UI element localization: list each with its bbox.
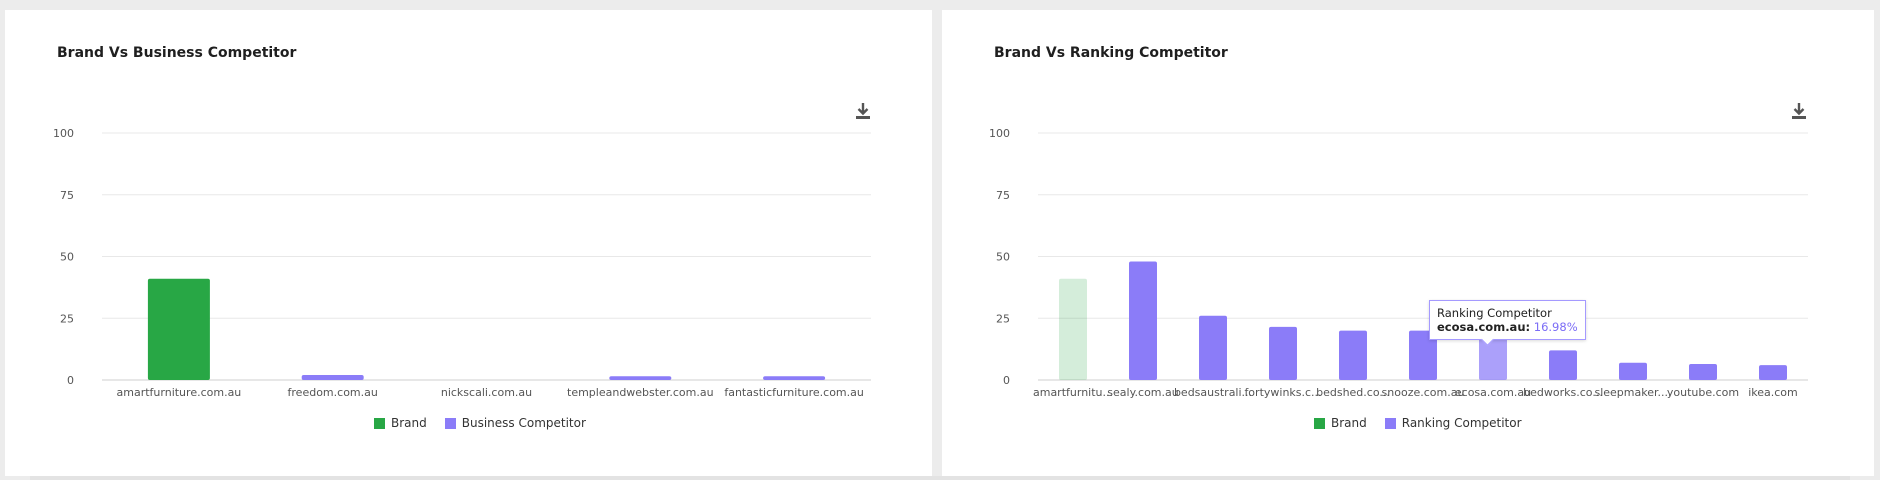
x-tick-label: templeandwebster.com.au	[567, 386, 714, 399]
y-tick-label: 50	[996, 251, 1010, 264]
x-tick-label: youtube.com	[1667, 386, 1739, 399]
bar-competitor	[301, 375, 364, 380]
bar-competitor	[1619, 362, 1647, 380]
legend-swatch-brand	[1314, 417, 1325, 429]
y-tick-label: 100	[989, 127, 1010, 140]
business-competitor-panel: Brand Vs Business Competitor 0 25 50 75 100 a…	[5, 10, 932, 476]
y-tick-label: 50	[60, 251, 74, 264]
business-competitor-chart: 0 25 50 75 100 amartfurniture.com.au freedom.c…	[53, 127, 871, 399]
y-tick-label: 25	[996, 312, 1010, 325]
bar-competitor	[763, 376, 826, 380]
legend-item-brand[interactable]: Brand	[374, 416, 427, 430]
bar-competitor	[1759, 365, 1787, 380]
legend-swatch-brand	[374, 417, 385, 429]
bar-competitor	[1689, 363, 1717, 380]
x-tick-label: amartfurniture.com.au	[117, 386, 242, 399]
legend-item-business-competitor[interactable]: Business Competitor	[444, 416, 586, 430]
download-icon[interactable]	[1788, 100, 1810, 122]
legend-label-brand: Brand	[391, 416, 427, 430]
x-tick-label: sleepmaker....	[1594, 386, 1671, 399]
business-competitor-title: Brand Vs Business Competitor	[57, 45, 297, 61]
y-tick-label: 0	[67, 374, 74, 387]
x-tick-label: snooze.com.au	[1382, 386, 1465, 399]
y-tick-label: 100	[53, 127, 74, 140]
bar-competitor	[1479, 338, 1507, 380]
legend-label-ranking-competitor: Ranking Competitor	[1401, 416, 1522, 430]
bar-competitor	[1269, 326, 1297, 380]
legend-swatch-ranking-competitor	[1384, 417, 1396, 429]
bar-competitor	[1129, 261, 1157, 380]
x-tick-label: bedsaustrali...	[1174, 386, 1252, 399]
ranking-competitor-legend: Brand Ranking Competitor	[1314, 416, 1522, 430]
bar-competitor	[1549, 350, 1577, 380]
business-competitor-legend: Brand Business Competitor	[374, 416, 586, 430]
bar-competitor	[1339, 330, 1367, 380]
tooltip-value: 16.98%	[1533, 320, 1578, 334]
x-tick-label: fantasticfurniture.com.au	[724, 386, 864, 399]
chart-tooltip: Ranking Competitor ecosa.com.au: 16.98%	[1429, 300, 1586, 346]
bar-competitor	[1409, 330, 1437, 380]
legend-item-brand[interactable]: Brand	[1314, 416, 1367, 430]
tooltip-category: ecosa.com.au:	[1437, 320, 1531, 334]
tooltip-series: Ranking Competitor	[1437, 306, 1552, 320]
ranking-competitor-chart: 0255075100amartfurnitu...sealy.com.aubed…	[989, 127, 1808, 399]
bar-brand	[147, 278, 210, 380]
x-tick-label: ecosa.com.au	[1455, 386, 1531, 399]
y-tick-label: 75	[996, 189, 1010, 202]
y-tick-label: 25	[60, 312, 74, 325]
legend-swatch-business-competitor	[444, 417, 456, 429]
ranking-competitor-title: Brand Vs Ranking Competitor	[994, 45, 1228, 61]
x-tick-label: nickscali.com.au	[441, 386, 532, 399]
bar-brand	[1059, 278, 1087, 380]
y-tick-label: 0	[1003, 374, 1010, 387]
x-tick-label: ikea.com	[1748, 386, 1798, 399]
download-icon[interactable]	[852, 100, 874, 122]
bar-competitor	[1199, 315, 1227, 380]
x-tick-label: freedom.com.au	[288, 386, 378, 399]
bar-competitor	[609, 376, 672, 380]
x-tick-label: bedshed.co...	[1316, 386, 1390, 399]
ranking-competitor-panel: Brand Vs Ranking Competitor 0 25 50 75 100 am…	[942, 10, 1874, 476]
legend-label-brand: Brand	[1331, 416, 1367, 430]
next-section-divider	[30, 476, 1850, 480]
y-tick-label: 75	[60, 189, 74, 202]
legend-item-ranking-competitor[interactable]: Ranking Competitor	[1384, 416, 1522, 430]
x-tick-label: amartfurnitu...	[1033, 386, 1113, 399]
x-tick-label: sealy.com.au	[1107, 386, 1178, 399]
x-tick-label: bedworks.co...	[1523, 386, 1603, 399]
legend-label-business-competitor: Business Competitor	[461, 416, 586, 430]
x-tick-label: fortywinks.c...	[1244, 386, 1321, 399]
